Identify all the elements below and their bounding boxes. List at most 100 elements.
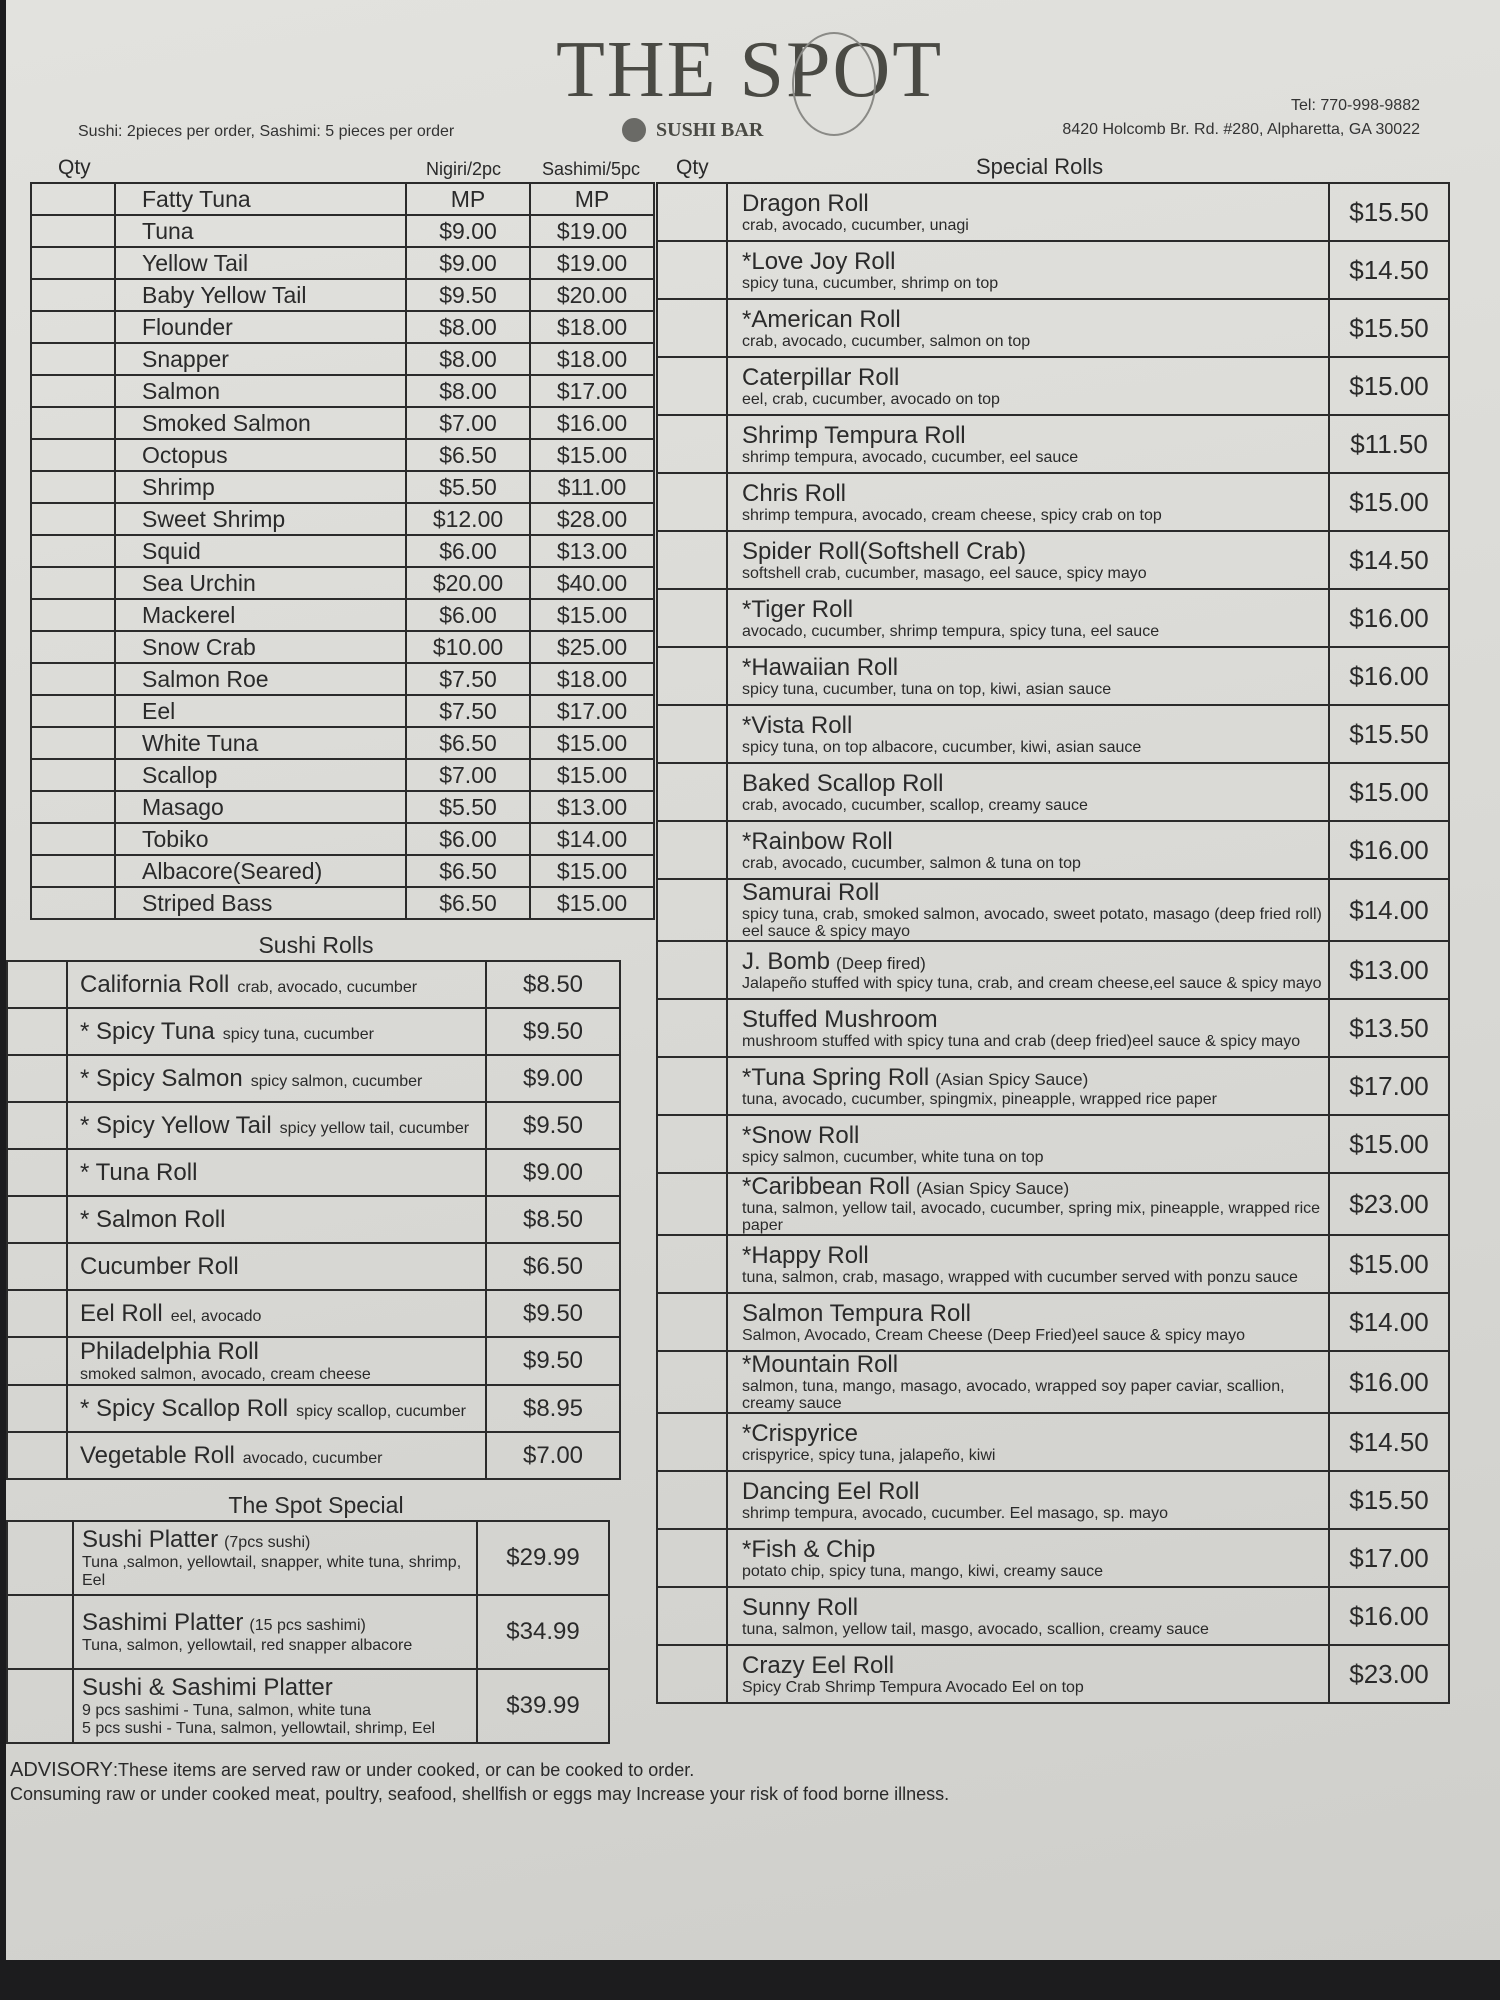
qty-cell[interactable]: [30, 886, 116, 920]
qty-cell[interactable]: [6, 1668, 74, 1744]
qty-cell[interactable]: [6, 1289, 68, 1338]
qty-cell[interactable]: [6, 1054, 68, 1103]
sushi-roll-row: * Spicy Yellow Tail spicy yellow tail, cu…: [6, 1101, 621, 1150]
qty-cell[interactable]: [6, 1101, 68, 1150]
item-name: Flounder: [114, 310, 407, 344]
qty-cell[interactable]: [30, 854, 116, 888]
qty-cell[interactable]: [30, 214, 116, 248]
special-roll-title-line: *Mountain Roll: [742, 1352, 1322, 1378]
qty-cell[interactable]: [656, 1114, 728, 1174]
qty-cell[interactable]: [6, 1594, 74, 1670]
nigiri-row: Salmon Roe $7.50 $18.00: [30, 662, 655, 696]
qty-cell[interactable]: [656, 1172, 728, 1236]
special-roll-cell: *American Roll crab, avocado, cucumber, s…: [726, 298, 1330, 358]
qty-cell[interactable]: [656, 1528, 728, 1588]
item-name: Sweet Shrimp: [114, 502, 407, 536]
platter-price: $34.99: [476, 1594, 610, 1670]
special-roll-row: *Love Joy Roll spicy tuna, cucumber, shri…: [656, 240, 1450, 300]
nigiri-price: $7.00: [405, 406, 531, 440]
special-roll-name: *Hawaiian Roll: [742, 653, 899, 681]
special-roll-name: *Fish & Chip: [742, 1535, 876, 1563]
qty-cell[interactable]: [30, 566, 116, 600]
qty-cell[interactable]: [656, 1056, 728, 1116]
qty-cell[interactable]: [656, 530, 728, 590]
qty-cell[interactable]: [656, 1586, 728, 1646]
qty-cell[interactable]: [30, 342, 116, 376]
qty-cell[interactable]: [30, 726, 116, 760]
qty-cell[interactable]: [30, 822, 116, 856]
qty-cell[interactable]: [656, 940, 728, 1000]
special-roll-cell: Spider Roll(Softshell Crab) softshell cra…: [726, 530, 1330, 590]
qty-cell[interactable]: [656, 240, 728, 300]
qty-cell[interactable]: [656, 1470, 728, 1530]
qty-cell[interactable]: [656, 820, 728, 880]
qty-cell[interactable]: [30, 470, 116, 504]
qty-cell[interactable]: [656, 1412, 728, 1472]
qty-cell[interactable]: [656, 414, 728, 474]
qty-cell[interactable]: [30, 758, 116, 792]
qty-cell[interactable]: [6, 1148, 68, 1197]
special-roll-title-line: *Happy Roll: [742, 1242, 1322, 1269]
special-roll-price: $15.00: [1328, 1234, 1450, 1294]
qty-cell[interactable]: [30, 278, 116, 312]
sashimi-price: $13.00: [529, 534, 655, 568]
nigiri-price: $6.50: [405, 438, 531, 472]
qty-cell[interactable]: [30, 534, 116, 568]
qty-cell[interactable]: [30, 662, 116, 696]
sashimi-price: $19.00: [529, 246, 655, 280]
roll-cell: California Roll crab, avocado, cucumber: [66, 960, 487, 1009]
qty-cell[interactable]: [656, 704, 728, 764]
special-roll-price: $11.50: [1328, 414, 1450, 474]
qty-cell[interactable]: [656, 472, 728, 532]
special-roll-cell: *Vista Roll spicy tuna, on top albacore, …: [726, 704, 1330, 764]
special-roll-name: Samurai Roll: [742, 879, 880, 906]
qty-cell[interactable]: [6, 1007, 68, 1056]
special-roll-title-line: Baked Scallop Roll: [742, 769, 1322, 797]
qty-cell[interactable]: [6, 1520, 74, 1596]
advisory-line1: :These items are served raw or under coo…: [113, 1760, 695, 1780]
qty-cell[interactable]: [656, 588, 728, 648]
special-roll-title-line: *Hawaiian Roll: [742, 653, 1322, 681]
qty-cell[interactable]: [30, 406, 116, 440]
qty-cell[interactable]: [656, 1234, 728, 1294]
qty-cell[interactable]: [656, 762, 728, 822]
qty-cell[interactable]: [656, 356, 728, 416]
qty-cell[interactable]: [656, 1292, 728, 1352]
nigiri-price: $7.00: [405, 758, 531, 792]
qty-cell[interactable]: [656, 182, 728, 242]
qty-cell[interactable]: [30, 182, 116, 216]
qty-cell[interactable]: [6, 960, 68, 1009]
qty-cell[interactable]: [30, 630, 116, 664]
qty-cell[interactable]: [656, 1350, 728, 1414]
qty-cell[interactable]: [6, 1384, 68, 1433]
qty-cell[interactable]: [6, 1242, 68, 1291]
qty-cell[interactable]: [6, 1431, 68, 1480]
roll-name: * Salmon Roll: [80, 1205, 226, 1233]
qty-cell[interactable]: [656, 1644, 728, 1704]
qty-cell[interactable]: [30, 598, 116, 632]
item-name: Snow Crab: [114, 630, 407, 664]
qty-cell[interactable]: [656, 298, 728, 358]
qty-cell[interactable]: [30, 246, 116, 280]
special-roll-title-line: Dragon Roll: [742, 190, 1322, 217]
qty-cell[interactable]: [30, 790, 116, 824]
special-roll-note: (Deep fired): [836, 953, 926, 973]
qty-cell[interactable]: [30, 694, 116, 728]
qty-cell[interactable]: [30, 310, 116, 344]
special-roll-name: Baked Scallop Roll: [742, 769, 944, 797]
qty-cell[interactable]: [656, 878, 728, 942]
qty-cell[interactable]: [30, 502, 116, 536]
qty-cell[interactable]: [30, 438, 116, 472]
qty-cell[interactable]: [30, 374, 116, 408]
qty-cell[interactable]: [6, 1195, 68, 1244]
sashimi-price: $25.00: [529, 630, 655, 664]
nigiri-price: $5.50: [405, 470, 531, 504]
qty-cell[interactable]: [656, 646, 728, 706]
qty-cell[interactable]: [6, 1336, 68, 1386]
roll-name: Philadelphia Roll: [80, 1338, 259, 1365]
special-roll-name: *Rainbow Roll: [742, 827, 893, 855]
special-roll-desc: Salmon, Avocado, Cream Cheese (Deep Frie…: [742, 1326, 1246, 1344]
item-name: Octopus: [114, 438, 407, 472]
roll-price: $9.50: [485, 1336, 621, 1386]
qty-cell[interactable]: [656, 998, 728, 1058]
